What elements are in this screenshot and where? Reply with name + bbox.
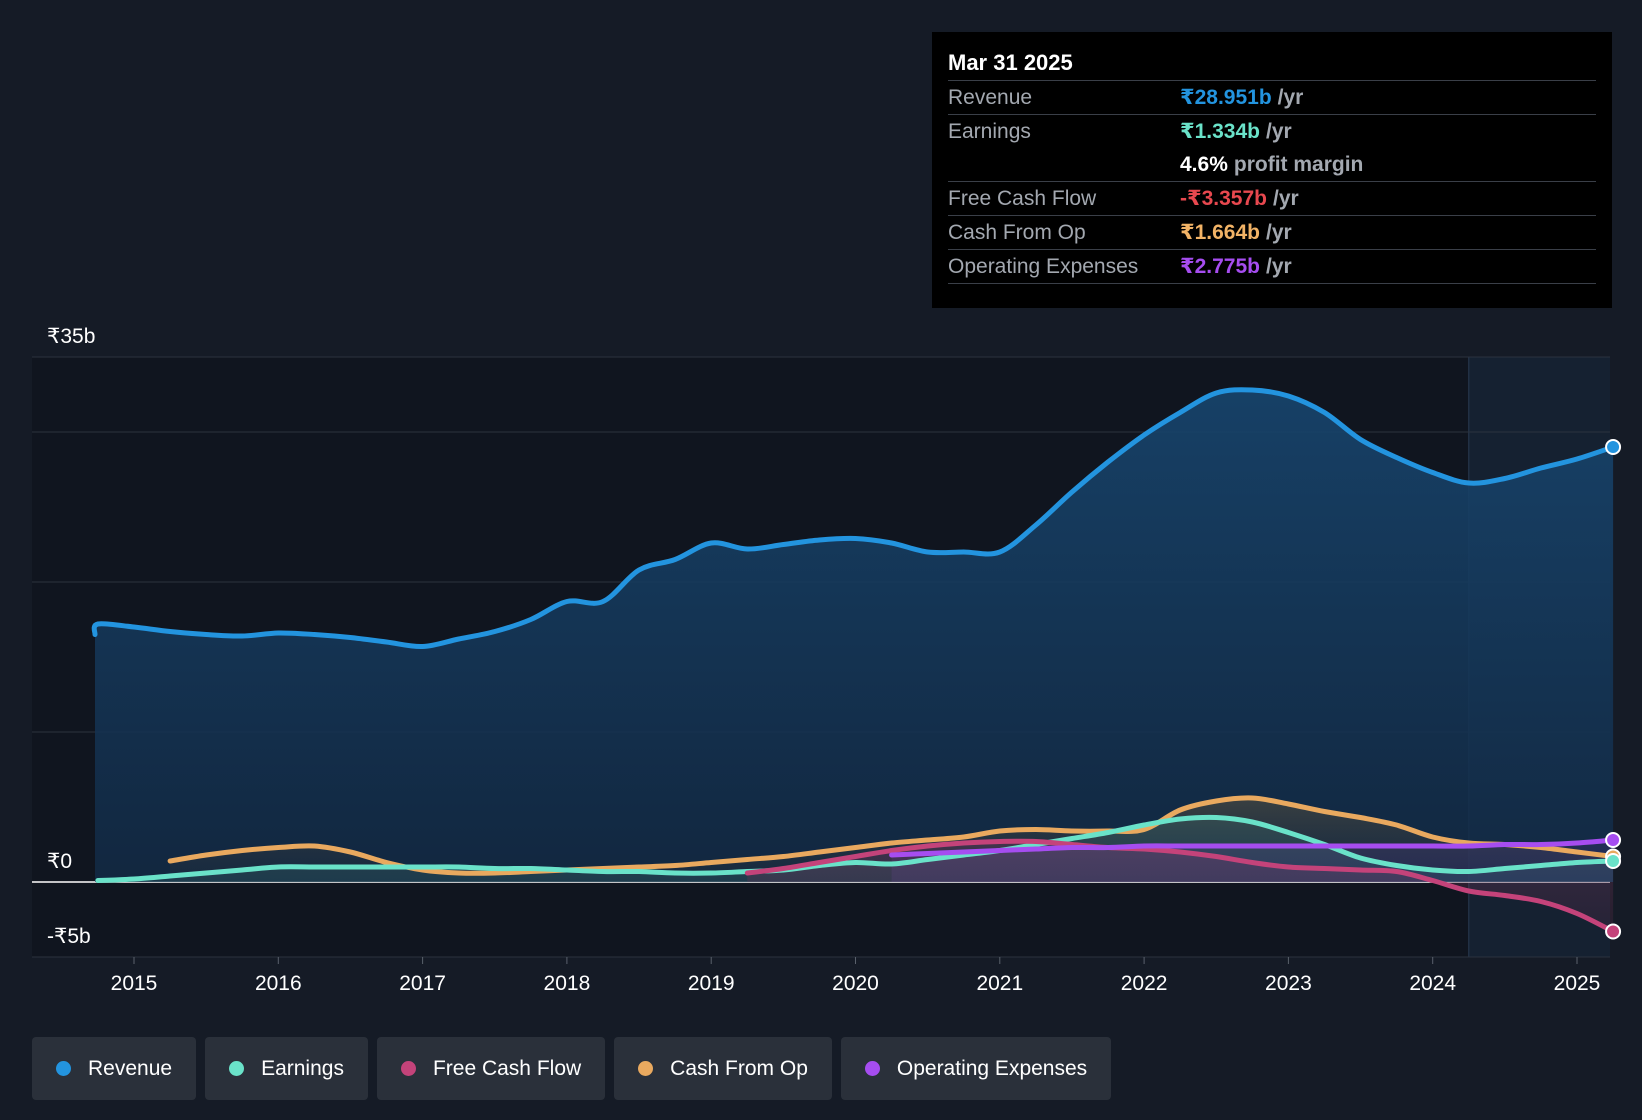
tooltip-row-margin: 4.6% profit margin bbox=[948, 148, 1596, 181]
legend-item-fcf[interactable]: Free Cash Flow bbox=[376, 1037, 606, 1100]
series-end-markers bbox=[1605, 439, 1622, 940]
line-fcf bbox=[744, 838, 1616, 934]
x-tick-label: 2022 bbox=[1121, 972, 1168, 995]
line-revenue bbox=[91, 387, 1616, 650]
area-revenue bbox=[94, 389, 1614, 882]
end-dot-revenue bbox=[1605, 439, 1622, 455]
line-earnings bbox=[95, 814, 1616, 883]
tooltip-value-margin: 4.6% bbox=[1180, 153, 1228, 176]
tooltip-value-opex: ₹2.775b bbox=[1180, 255, 1260, 278]
x-tick-label: 2019 bbox=[688, 972, 735, 995]
legend-dot-icon bbox=[864, 1061, 880, 1076]
x-tick-label: 2021 bbox=[976, 972, 1023, 995]
legend-item-revenue[interactable]: Revenue bbox=[32, 1037, 197, 1100]
tooltip-value-fcf: -₹3.357b bbox=[1180, 187, 1267, 210]
tooltip-unit-fcf: /yr bbox=[1272, 187, 1299, 210]
tooltip-label-opex: Operating Expenses bbox=[948, 255, 1139, 278]
y-tick-label: ₹35b bbox=[47, 325, 95, 348]
tooltip-unit-earnings: /yr bbox=[1266, 120, 1292, 143]
end-dot-opex bbox=[1605, 832, 1622, 848]
legend-label-cfo: Cash From Op bbox=[670, 1056, 808, 1080]
series-lines bbox=[91, 387, 1616, 934]
legend-dot-icon bbox=[56, 1061, 71, 1076]
line-opex bbox=[889, 837, 1616, 858]
x-tick-label: 2015 bbox=[111, 972, 158, 995]
legend-dot-icon bbox=[229, 1061, 245, 1076]
tooltip-panel: Mar 31 2025 Revenue ₹28.951b /yr Earning… bbox=[932, 32, 1612, 308]
tooltip-label-earnings: Earnings bbox=[948, 120, 1031, 143]
tooltip-value-revenue: ₹28.951b bbox=[1180, 86, 1272, 109]
area-fcf bbox=[747, 841, 1614, 932]
x-tick-label: 2025 bbox=[1554, 972, 1601, 995]
end-dot-fcf bbox=[1605, 923, 1622, 940]
tooltip-label-fcf: Free Cash Flow bbox=[948, 187, 1097, 210]
legend-label-fcf: Free Cash Flow bbox=[432, 1056, 582, 1080]
x-axis-ticks: 2015 2016 2017 2018 2019 2020 2021 2022 2023 2024… bbox=[111, 957, 1601, 995]
tooltip-unit-revenue: /yr bbox=[1277, 86, 1304, 109]
legend-label-revenue: Revenue bbox=[88, 1056, 173, 1080]
tooltip-row-earnings: Earnings ₹1.334b /yr bbox=[948, 114, 1596, 148]
x-tick-label: 2017 bbox=[399, 972, 446, 995]
tooltip-unit-margin: profit margin bbox=[1233, 153, 1364, 176]
legend-item-cfo[interactable]: Cash From Op bbox=[614, 1037, 832, 1100]
x-tick-label: 2023 bbox=[1265, 972, 1312, 995]
tooltip-label-cfo: Cash From Op bbox=[948, 221, 1086, 244]
chart-legend: Revenue Earnings Free Cash Flow Cash Fro… bbox=[32, 1037, 1112, 1100]
y-axis-labels: ₹35b ₹0 -₹5b bbox=[47, 325, 95, 948]
tooltip-row-revenue: Revenue ₹28.951b /yr bbox=[948, 80, 1596, 114]
y-tick-label: ₹0 bbox=[47, 850, 72, 873]
legend-dot-icon bbox=[638, 1061, 654, 1076]
x-tick-label: 2018 bbox=[544, 972, 591, 995]
tooltip-row-cfo: Cash From Op ₹1.664b /yr bbox=[948, 215, 1596, 249]
end-dot-earnings bbox=[1605, 853, 1622, 869]
legend-item-opex[interactable]: Operating Expenses bbox=[840, 1037, 1112, 1100]
tooltip-value-earnings: ₹1.334b bbox=[1180, 120, 1260, 143]
tooltip-date: Mar 31 2025 bbox=[948, 50, 1073, 75]
tooltip-unit-opex: /yr bbox=[1266, 255, 1292, 278]
legend-item-earnings[interactable]: Earnings bbox=[205, 1037, 368, 1100]
tooltip-unit-cfo: /yr bbox=[1266, 221, 1292, 244]
legend-dot-icon bbox=[400, 1061, 416, 1076]
tooltip-value-cfo: ₹1.664b bbox=[1180, 221, 1260, 244]
tooltip-row-fcf: Free Cash Flow -₹3.357b /yr bbox=[948, 181, 1596, 215]
y-tick-label: -₹5b bbox=[47, 925, 91, 948]
legend-label-earnings: Earnings bbox=[261, 1056, 344, 1080]
x-tick-label: 2024 bbox=[1409, 972, 1456, 995]
x-tick-label: 2016 bbox=[255, 972, 302, 995]
legend-label-opex: Operating Expenses bbox=[896, 1056, 1088, 1080]
x-tick-label: 2020 bbox=[832, 972, 879, 995]
tooltip-row-opex: Operating Expenses ₹2.775b /yr bbox=[948, 249, 1596, 284]
tooltip-label-revenue: Revenue bbox=[948, 86, 1033, 109]
